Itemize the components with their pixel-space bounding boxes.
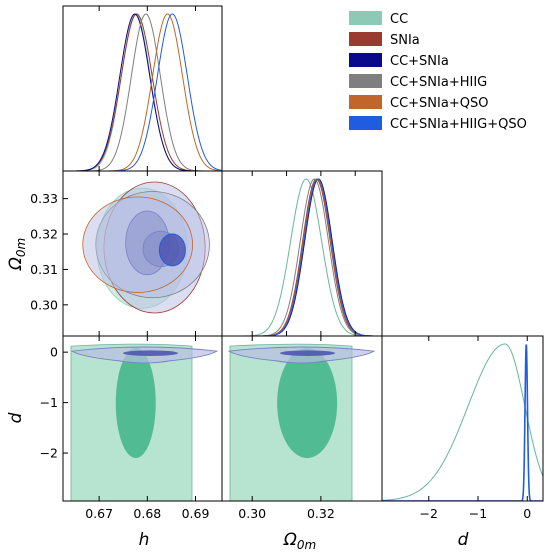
d-x-tick-label: 0 [523,506,531,521]
legend-label: SNIa [390,33,420,48]
panel-frame-d [381,335,544,502]
contour-joint-inner [122,350,179,356]
legend-swatch [349,95,382,109]
legend-label: CC+SNIa+HIIG+QSO [390,117,527,132]
x-axis-label-omega-base: Ω [283,530,297,550]
contour-joint-inner [279,350,336,356]
h-x-tick-label: 0.67 [85,506,113,521]
marginal-h-curve [63,13,222,171]
d-y-tick-label: 0 [50,345,58,360]
legend-swatch [349,74,382,88]
d-y-tick-label: −2 [40,446,58,461]
h-x-tick-label: 0.69 [182,506,210,521]
marginal-h-curve [63,13,222,171]
marginal-omega-curve [222,178,382,336]
omega-y-tick-label: 0.30 [30,297,58,312]
contour-h-omega [82,181,210,314]
y-axis-label-d: d [6,412,26,423]
omega-y-tick-label: 0.32 [30,227,58,242]
d-y-tick-label: −1 [40,395,58,410]
marginal-h-curve [63,13,222,171]
contour-h-d [70,343,219,501]
marginal-h-curve [63,13,222,171]
x-axis-label-omega-sub: 0m [297,538,316,550]
contour-cc-inner [277,348,338,459]
legend-swatch [349,11,382,25]
legend-label: CC [390,12,408,27]
contour-ellipse-core [158,233,186,267]
legend-swatch [349,32,382,46]
legend-swatch [349,116,382,130]
contour-cc-inner [115,348,156,459]
omega-x-tick-label: 0.30 [238,506,266,521]
d-x-tick-label: −2 [420,506,438,521]
y-axis-label-omega-sub: 0m [14,238,28,257]
omega-x-tick-label: 0.32 [307,506,335,521]
legend-label: CC+SNIa+HIIG [390,75,487,90]
contour-omega-d [227,343,376,501]
legend-label: CC+SNIa+QSO [390,96,488,111]
h-x-tick-label: 0.68 [133,506,161,521]
legend: CC SNIa CC+SNIa CC+SNIa+HIIG CC+SNIa+QSO CC+S… [349,11,527,132]
legend-swatch [349,53,382,67]
omega-y-tick-label: 0.33 [30,191,58,206]
marginal-h-curve [63,13,222,171]
marginal-d-curve [382,343,543,501]
marginal-d [382,343,543,501]
marginal-d-curve [382,344,543,501]
y-axis-label-omega-base: Ω [6,257,26,271]
marginal-h [63,13,222,171]
x-axis-label-omega: Ω0m [283,530,316,550]
x-axis-label-d: d [458,530,469,550]
x-axis-label-h: h [139,530,150,550]
contour-ellipse [82,196,194,293]
marginal-h-curve [63,13,222,171]
legend-label: CC+SNIa [390,54,449,69]
marginal-omega [222,178,382,336]
omega-y-tick-label: 0.31 [30,262,58,277]
d-x-tick-label: −1 [469,506,487,521]
y-axis-label-omega: Ω0m [6,238,28,271]
